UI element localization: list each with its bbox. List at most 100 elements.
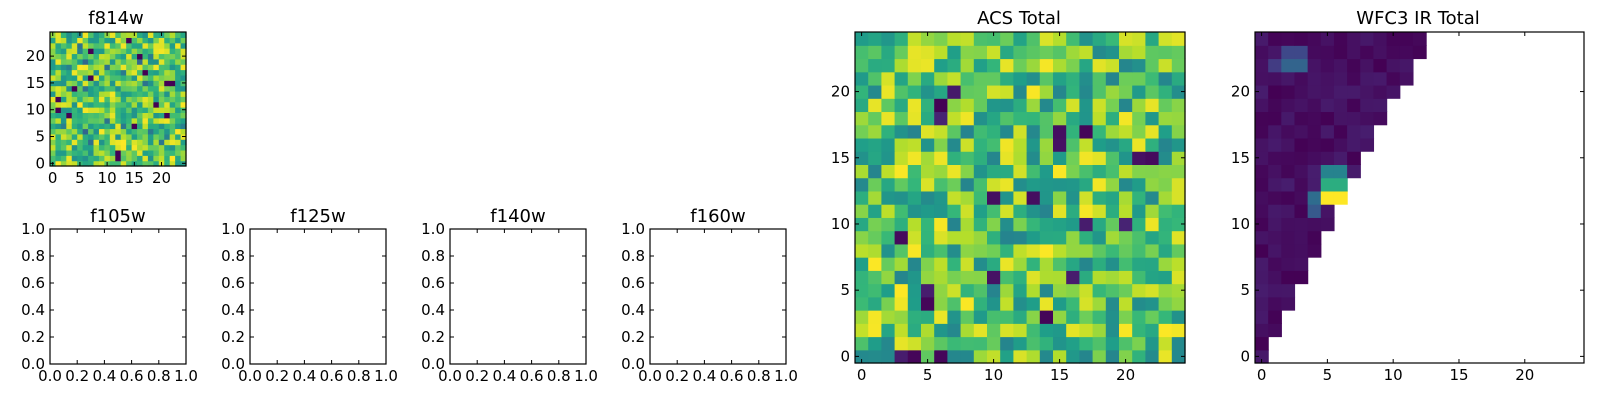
heatmap-cell bbox=[1079, 58, 1094, 73]
heatmap-cell bbox=[1053, 270, 1067, 285]
heatmap-cell bbox=[153, 90, 160, 97]
heatmap-cell bbox=[98, 90, 105, 97]
heatmap-cell bbox=[175, 37, 182, 44]
heatmap-cell bbox=[1158, 58, 1173, 73]
heatmap-cell bbox=[158, 37, 165, 44]
heatmap-cell bbox=[131, 101, 138, 108]
heatmap-cell bbox=[1386, 45, 1401, 60]
heatmap-cell bbox=[164, 53, 171, 60]
heatmap-cell bbox=[82, 107, 89, 113]
heatmap-cell bbox=[1145, 323, 1160, 338]
heatmap-cell bbox=[1320, 111, 1335, 126]
heatmap-cell bbox=[169, 160, 176, 167]
heatmap-cell bbox=[131, 112, 138, 119]
heatmap-cell bbox=[1039, 204, 1054, 218]
x-tick: 0.8 bbox=[547, 367, 571, 385]
heatmap-cell bbox=[164, 133, 171, 140]
heatmap-cell bbox=[109, 149, 116, 156]
heatmap-cell bbox=[120, 160, 127, 167]
heatmap-cell bbox=[960, 151, 975, 165]
heatmap-cell bbox=[71, 149, 78, 156]
heatmap-cell bbox=[1092, 45, 1107, 60]
heatmap-cell bbox=[947, 190, 962, 205]
heatmap-cell bbox=[1307, 45, 1322, 60]
heatmap-cell bbox=[104, 85, 111, 92]
heatmap-cell bbox=[55, 155, 62, 162]
heatmap-cell bbox=[907, 137, 922, 152]
heatmap-cell bbox=[137, 123, 144, 130]
y-tick: 0 bbox=[1240, 347, 1250, 365]
heatmap-cell bbox=[164, 96, 171, 103]
x-tick: 0.4 bbox=[692, 367, 716, 385]
heatmap-cell bbox=[82, 37, 89, 44]
heatmap-cell bbox=[142, 80, 149, 87]
heatmap-cell bbox=[1171, 349, 1186, 364]
heatmap-cell bbox=[1066, 204, 1080, 218]
heatmap-cell bbox=[1039, 71, 1054, 86]
heatmap-cell bbox=[71, 101, 78, 108]
y-tick: 0.4 bbox=[621, 301, 645, 319]
x-tick: 1.0 bbox=[774, 367, 798, 385]
heatmap-cell bbox=[894, 310, 909, 324]
heatmap-cell bbox=[60, 149, 67, 156]
heatmap-cell bbox=[104, 133, 111, 140]
heatmap-cell bbox=[137, 37, 144, 44]
x-tick: 0.0 bbox=[38, 367, 62, 385]
heatmap-cell bbox=[120, 48, 127, 55]
heatmap-cell bbox=[1013, 151, 1028, 165]
y-tick: 20 bbox=[1231, 83, 1250, 101]
heatmap-cell bbox=[987, 45, 1001, 60]
x-ticks-f160w: 0.0 0.2 0.4 0.6 0.8 1.0 bbox=[638, 367, 798, 385]
heatmap-cell bbox=[1079, 243, 1094, 258]
y-tick: 0.2 bbox=[621, 328, 645, 346]
heatmap-cell bbox=[153, 101, 160, 108]
heatmap-cell bbox=[55, 149, 62, 156]
heatmap-cell bbox=[1255, 230, 1269, 245]
heatmap-cell bbox=[934, 151, 948, 165]
heatmap-cell bbox=[1000, 310, 1014, 324]
heatmap-cell bbox=[855, 270, 869, 285]
heatmap-cell bbox=[947, 58, 962, 73]
heatmap-cell bbox=[1105, 257, 1120, 271]
heatmap-cell bbox=[164, 112, 171, 119]
heatmap-acs-total bbox=[855, 32, 1186, 364]
heatmap-cell bbox=[98, 160, 105, 167]
heatmap-cell bbox=[50, 74, 57, 81]
heatmap-cell bbox=[50, 69, 57, 76]
heatmap-cell bbox=[921, 243, 935, 258]
heatmap-cell bbox=[973, 257, 988, 271]
heatmap-cell bbox=[1360, 124, 1375, 139]
heatmap-cell bbox=[1255, 111, 1269, 126]
heatmap-cell bbox=[947, 310, 962, 324]
title-f814w: f814w bbox=[88, 8, 143, 29]
heatmap-cell bbox=[158, 58, 165, 65]
axes-frame-f140w bbox=[449, 228, 587, 365]
heatmap-cell bbox=[868, 349, 882, 364]
heatmap-cell bbox=[164, 149, 171, 156]
heatmap-cell bbox=[934, 45, 948, 60]
heatmap-cell bbox=[894, 98, 909, 113]
heatmap-cell bbox=[1268, 204, 1282, 218]
heatmap-cell bbox=[104, 144, 111, 151]
heatmap-cell bbox=[1000, 84, 1014, 99]
heatmap-cell bbox=[88, 42, 95, 49]
heatmap-cell bbox=[973, 270, 988, 285]
heatmap-cell bbox=[1053, 45, 1067, 60]
heatmap-cell bbox=[1294, 204, 1309, 218]
heatmap-cell bbox=[1307, 164, 1322, 179]
heatmap-cell bbox=[921, 98, 935, 113]
x-ticks-f140w: 0.0 0.2 0.4 0.6 0.8 1.0 bbox=[438, 367, 598, 385]
heatmap-cell bbox=[894, 230, 909, 245]
heatmap-cell bbox=[934, 164, 948, 179]
heatmap-cell bbox=[1320, 32, 1335, 46]
heatmap-cell bbox=[71, 155, 78, 162]
heatmap-cell bbox=[126, 112, 133, 119]
heatmap-cell bbox=[1105, 270, 1120, 285]
heatmap-cell bbox=[71, 48, 78, 55]
heatmap-cell bbox=[868, 217, 882, 232]
heatmap-cell bbox=[1053, 283, 1067, 298]
x-tick: 20 bbox=[152, 169, 171, 187]
heatmap-cell bbox=[1360, 71, 1375, 86]
heatmap-cell bbox=[1119, 137, 1133, 152]
heatmap-cell bbox=[1105, 243, 1120, 258]
